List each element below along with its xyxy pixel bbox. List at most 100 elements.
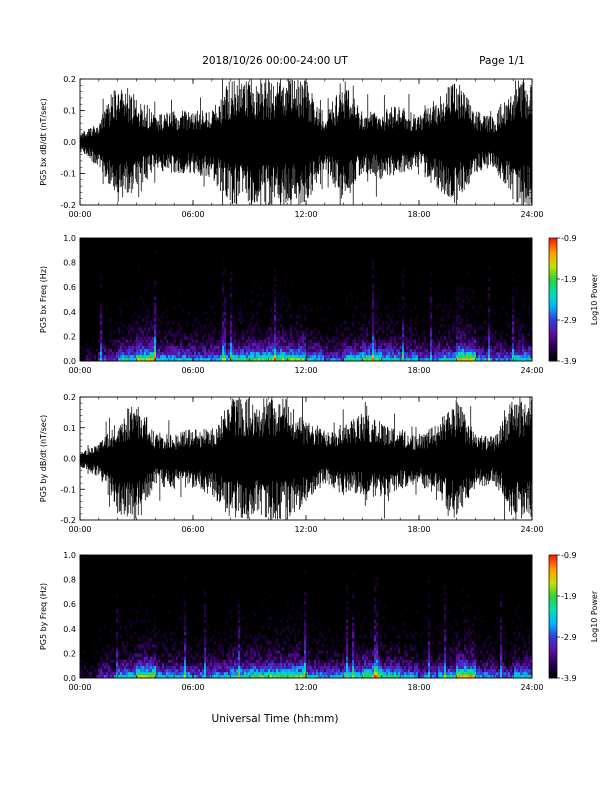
spectrogram-cell bbox=[390, 357, 393, 362]
colorbar-segment bbox=[549, 313, 557, 317]
spectrogram-cell bbox=[104, 674, 107, 679]
spectrogram-cell bbox=[380, 324, 383, 328]
spectrogram-cell bbox=[184, 622, 187, 627]
x-tick-label: 00:00 bbox=[68, 366, 91, 375]
spectrogram-cell bbox=[288, 656, 291, 660]
spectrogram-cell bbox=[212, 659, 215, 663]
spectrogram-cell bbox=[528, 308, 531, 313]
spectrogram-cell bbox=[132, 671, 135, 676]
spectrogram-cell bbox=[498, 314, 501, 319]
spectrogram-cell bbox=[184, 659, 187, 663]
spectrogram-cell bbox=[346, 622, 349, 627]
spectrogram-cell bbox=[430, 324, 433, 328]
spectrogram-cell bbox=[254, 650, 257, 654]
spectrogram-cell bbox=[304, 647, 307, 651]
spectrogram-cell bbox=[338, 671, 341, 676]
spectrogram-cell bbox=[242, 317, 245, 322]
spectrogram-cell bbox=[358, 644, 361, 648]
spectrogram-cell bbox=[266, 354, 269, 359]
spectrogram-cell bbox=[380, 354, 383, 359]
spectrogram-cell bbox=[136, 644, 139, 648]
spectrogram-cell bbox=[362, 647, 365, 651]
spectrogram-cell bbox=[174, 357, 177, 362]
spectrogram-cell bbox=[230, 296, 233, 300]
spectrogram-cell bbox=[384, 342, 387, 346]
spectrogram-cell bbox=[482, 308, 485, 313]
spectrogram-cell bbox=[292, 671, 295, 676]
spectrogram-cell bbox=[504, 357, 507, 362]
spectrogram-cell bbox=[298, 339, 301, 343]
spectrogram-cell bbox=[194, 674, 197, 679]
spectrogram-cell bbox=[264, 348, 267, 353]
spectrogram-cell bbox=[492, 348, 495, 353]
spectrogram-cell bbox=[386, 354, 389, 359]
spectrogram-cell bbox=[328, 668, 331, 673]
spectrogram-cell bbox=[238, 631, 241, 636]
spectrogram-cell bbox=[222, 668, 225, 673]
spectrogram-cell bbox=[236, 357, 239, 362]
spectrogram-cell bbox=[528, 339, 531, 343]
x-tick-label: 24:00 bbox=[520, 210, 543, 219]
spectrogram-cell bbox=[172, 647, 175, 651]
colorbar-segment bbox=[549, 340, 557, 343]
spectrogram-cell bbox=[330, 339, 333, 343]
spectrogram-cell bbox=[274, 268, 277, 273]
spectrogram-cell bbox=[396, 644, 399, 648]
spectrogram-cell bbox=[186, 668, 189, 673]
spectrogram-cell bbox=[100, 671, 103, 676]
spectrogram-cell bbox=[366, 357, 369, 362]
spectrogram-cell bbox=[406, 665, 409, 670]
spectrogram-cell bbox=[132, 314, 135, 319]
spectrogram-cell bbox=[304, 662, 307, 667]
spectrogram-cell bbox=[468, 348, 471, 353]
spectrogram-cell bbox=[234, 668, 237, 673]
spectrogram-cell bbox=[152, 345, 155, 350]
colorbar-segment bbox=[549, 297, 557, 300]
spectrogram-cell bbox=[184, 647, 187, 651]
spectrogram-cell bbox=[174, 631, 177, 636]
spectrogram-cell bbox=[344, 351, 347, 356]
spectrogram-cell bbox=[94, 674, 97, 679]
spectrogram-cell bbox=[268, 345, 271, 350]
spectrogram-cell bbox=[216, 659, 219, 663]
spectrogram-cell bbox=[208, 351, 211, 356]
spectrogram-cell bbox=[420, 665, 423, 670]
spectrogram-cell bbox=[130, 665, 133, 670]
spectrogram-cell bbox=[460, 354, 463, 359]
spectrogram-cell bbox=[224, 354, 227, 359]
spectrogram-cell bbox=[504, 342, 507, 346]
spectrogram-cell bbox=[518, 357, 521, 362]
spectrogram-cell bbox=[356, 665, 359, 670]
spectrogram-cell bbox=[112, 665, 115, 670]
spectrogram-cell bbox=[202, 339, 205, 343]
spectrogram-cell bbox=[100, 665, 103, 670]
spectrogram-cell bbox=[274, 339, 277, 343]
spectrogram-cell bbox=[150, 650, 153, 654]
spectrogram-cell bbox=[220, 336, 223, 340]
spectrogram-cell bbox=[410, 336, 413, 340]
spectrogram-cell bbox=[232, 357, 235, 362]
spectrogram-cell bbox=[126, 342, 129, 346]
spectrogram-cell bbox=[316, 345, 319, 350]
spectrogram-cell bbox=[358, 336, 361, 340]
spectrogram-cell bbox=[182, 653, 185, 657]
spectrogram-cell bbox=[402, 345, 405, 350]
spectrogram-cell bbox=[298, 641, 301, 645]
spectrogram-cell bbox=[352, 641, 355, 645]
spectrogram-cell bbox=[300, 662, 303, 667]
spectrogram-cell bbox=[202, 354, 205, 359]
spectrogram-cell bbox=[144, 339, 147, 343]
spectrogram-cell bbox=[382, 354, 385, 359]
spectrogram-cell bbox=[134, 662, 137, 667]
colorbar-segment bbox=[549, 315, 557, 319]
spectrogram-cell bbox=[166, 622, 169, 627]
spectrogram-cell bbox=[220, 638, 223, 642]
spectrogram-cell bbox=[258, 342, 261, 346]
spectrogram-cell bbox=[232, 607, 235, 611]
spectrogram-cell bbox=[298, 671, 301, 676]
spectrogram-cell bbox=[330, 348, 333, 353]
spectrogram-cell bbox=[410, 342, 413, 346]
spectrogram-cell bbox=[96, 650, 99, 654]
spectrogram-cell bbox=[312, 659, 315, 663]
spectrogram-cell bbox=[518, 311, 521, 316]
